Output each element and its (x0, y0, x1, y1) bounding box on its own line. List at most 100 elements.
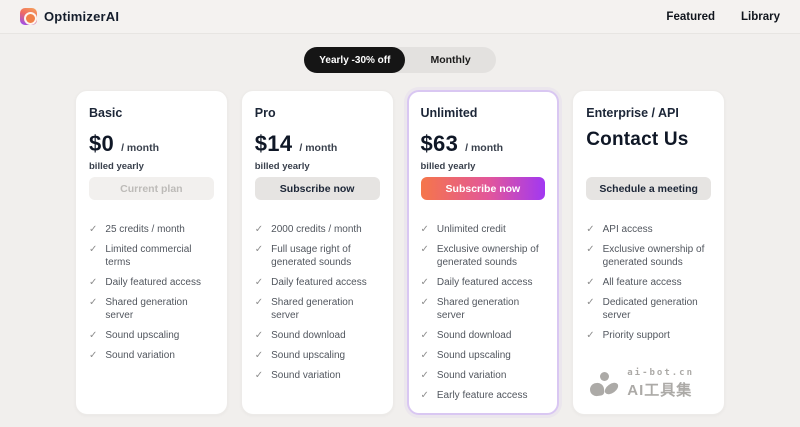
plan-billing-note: billed yearly (254, 161, 310, 172)
brand-name: OptimizerAI (44, 9, 120, 24)
feature-item: ✓ Early feature access (421, 389, 546, 402)
feature-item: ✓ Exclusive ownership of generated sounds (421, 243, 546, 269)
plan-name: Enterprise / API (586, 106, 679, 120)
plan-period: / month (121, 142, 159, 154)
plan-name: Pro (254, 106, 276, 120)
plan-cta-unlimited[interactable]: Subscribe now (420, 177, 546, 200)
header: OptimizerAI Featured Library (0, 0, 800, 34)
plan-card-basic: Basic $0 / month billed yearly Current plan ✓… (75, 90, 228, 415)
feature-label: Dedicated generation server (602, 297, 698, 321)
check-icon: ✓ (254, 277, 264, 288)
nav-item-featured[interactable]: Featured (666, 10, 715, 23)
feature-item: ✓ Sound download (255, 329, 380, 342)
watermark-text: ai-bot.cn AI工具集 (627, 368, 694, 400)
feature-item: ✓ 2000 credits / month (255, 223, 380, 236)
feature-item: ✓ Daily featured access (421, 276, 546, 289)
plan-cta-pro[interactable]: Subscribe now (254, 177, 380, 200)
check-icon: ✓ (254, 330, 264, 341)
feature-label: 25 credits / month (105, 224, 185, 235)
plan-price-row: $63 / month (421, 131, 546, 157)
feature-label: Sound download (271, 330, 346, 341)
feature-item: ✓ Daily featured access (89, 276, 214, 289)
plan-billing-note: billed yearly (89, 161, 144, 172)
watermark: ai-bot.cn AI工具集 (586, 362, 711, 402)
feature-item: ✓ Limited commercial terms (89, 243, 214, 269)
feature-item: ✓ Daily featured access (255, 276, 380, 289)
feature-label: Daily featured access (436, 277, 533, 288)
feature-label: Shared generation server (436, 297, 520, 321)
check-icon: ✓ (586, 224, 595, 235)
check-icon: ✓ (586, 297, 595, 308)
feature-item: ✓ Sound upscaling (89, 329, 214, 342)
plan-features: ✓ API access ✓ Exclusive ownership of gener… (586, 223, 711, 342)
feature-label: Sound variation (271, 370, 341, 381)
check-icon: ✓ (420, 297, 429, 308)
toggle-yearly[interactable]: Yearly -30% off (304, 47, 406, 73)
check-icon: ✓ (89, 224, 98, 235)
plan-price: $14 (254, 131, 293, 156)
plan-period: / month (299, 142, 338, 154)
feature-label: Shared generation server (271, 297, 354, 321)
feature-label: Sound upscaling (271, 350, 346, 361)
check-icon: ✓ (586, 277, 595, 288)
plan-name: Unlimited (420, 106, 478, 120)
plan-billing-note: billed yearly (420, 161, 476, 172)
check-icon: ✓ (420, 244, 429, 255)
feature-item: ✓ Sound variation (255, 369, 380, 382)
toggle-monthly[interactable]: Monthly (405, 47, 495, 73)
billing-toggle-wrap: Yearly -30% off Monthly (0, 34, 800, 73)
check-icon: ✓ (89, 277, 98, 288)
feature-label: All feature access (602, 277, 682, 288)
check-icon: ✓ (254, 297, 264, 308)
plan-cta-enterprise[interactable]: Schedule a meeting (586, 177, 711, 200)
check-icon: ✓ (254, 370, 264, 381)
check-icon: ✓ (420, 390, 429, 401)
feature-item: ✓ Sound upscaling (255, 349, 380, 362)
feature-label: Sound variation (436, 370, 507, 381)
feature-item: ✓ Shared generation server (421, 296, 546, 322)
watermark-logo-icon (589, 372, 621, 397)
feature-label: Exclusive ownership of generated sounds (602, 244, 705, 268)
plan-features: ✓ 25 credits / month ✓ Limited commercial t… (89, 223, 214, 362)
watermark-logo-body-left-shape (589, 382, 606, 397)
feature-label: Sound download (436, 330, 512, 341)
check-icon: ✓ (420, 350, 429, 361)
feature-item: ✓ API access (586, 223, 711, 236)
feature-item: ✓ Sound download (421, 329, 546, 342)
check-icon: ✓ (586, 244, 595, 255)
check-icon: ✓ (254, 224, 264, 235)
feature-label: 2000 credits / month (271, 224, 362, 235)
feature-item: ✓ All feature access (586, 276, 711, 289)
brand-logo-icon (20, 8, 37, 25)
check-icon: ✓ (89, 350, 98, 361)
check-icon: ✓ (89, 330, 98, 341)
feature-label: Exclusive ownership of generated sounds (436, 244, 539, 268)
watermark-logo-head-shape (600, 372, 610, 381)
check-icon: ✓ (89, 244, 98, 255)
feature-label: Early feature access (436, 390, 528, 401)
check-icon: ✓ (420, 370, 429, 381)
feature-item: ✓ 25 credits / month (89, 223, 214, 236)
feature-label: Daily featured access (105, 277, 201, 288)
watermark-text-secondary: AI工具集 (627, 382, 693, 399)
feature-label: API access (602, 224, 653, 235)
header-nav: Featured Library (666, 11, 780, 23)
plan-card-head: Basic $0 / month billed yearly (89, 106, 214, 177)
feature-label: Shared generation server (105, 297, 188, 321)
feature-label: Full usage right of generated sounds (271, 244, 352, 268)
check-icon: ✓ (89, 297, 98, 308)
feature-item: ✓ Sound variation (89, 349, 214, 362)
feature-item: ✓ Priority support (586, 329, 711, 342)
feature-label: Sound variation (105, 350, 175, 361)
nav-item-library[interactable]: Library (741, 10, 780, 23)
billing-toggle: Yearly -30% off Monthly (304, 47, 496, 73)
feature-item: ✓ Shared generation server (89, 296, 214, 322)
plans-row: Basic $0 / month billed yearly Current plan ✓… (75, 90, 725, 415)
feature-label: Priority support (602, 330, 670, 341)
feature-item: ✓ Sound upscaling (421, 349, 546, 362)
check-icon: ✓ (254, 350, 264, 361)
plan-features: ✓ 2000 credits / month ✓ Full usage right o… (255, 223, 380, 382)
plan-name: Basic (89, 106, 123, 120)
feature-item: ✓ Dedicated generation server (586, 296, 711, 322)
feature-label: Unlimited credit (436, 224, 506, 235)
